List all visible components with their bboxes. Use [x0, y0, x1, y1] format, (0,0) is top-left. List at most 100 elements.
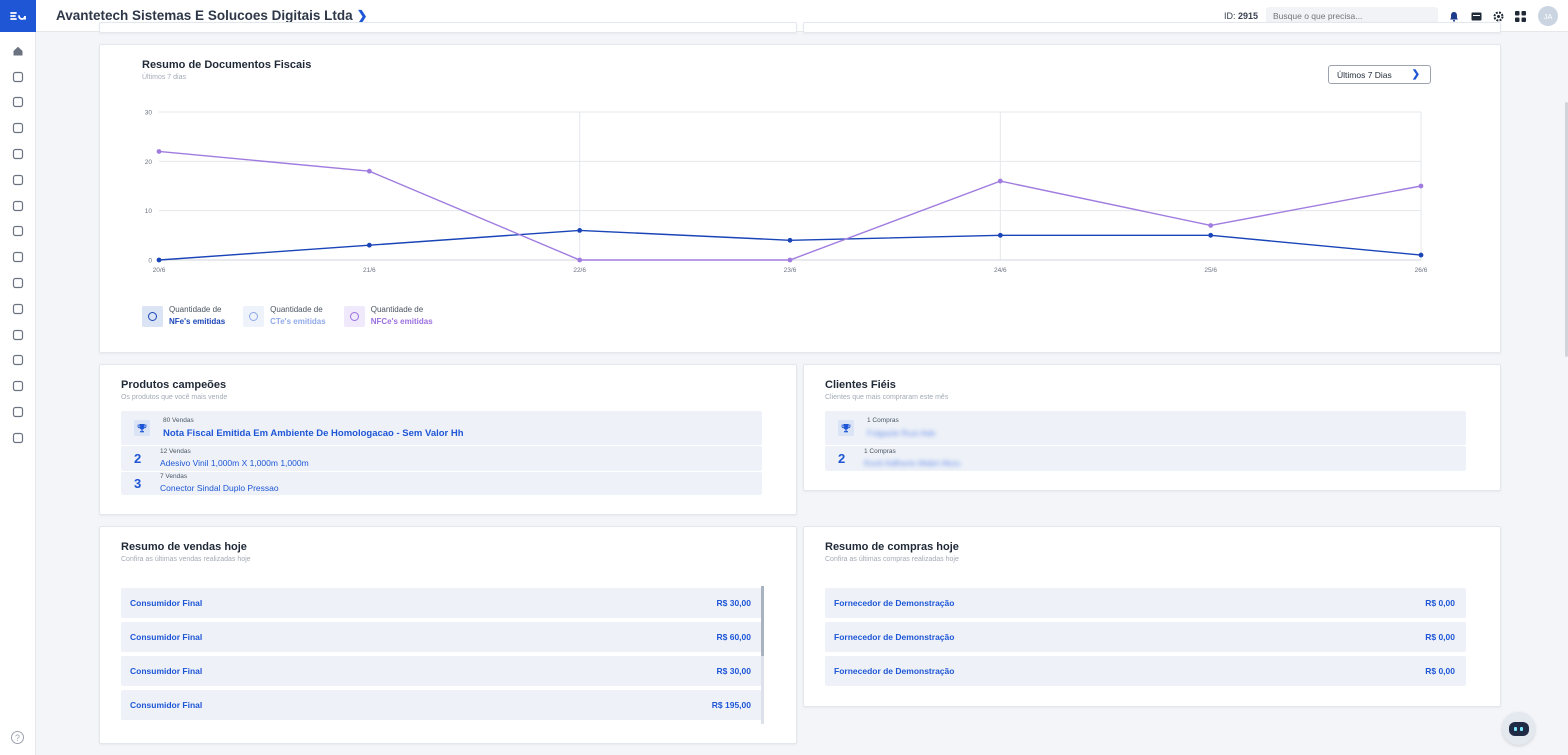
- chart-bars-icon[interactable]: [0, 90, 36, 116]
- data-point: [1418, 183, 1424, 189]
- connections-icon[interactable]: [0, 115, 36, 141]
- warehouse-icon[interactable]: [0, 322, 36, 348]
- search-input[interactable]: [1266, 6, 1438, 26]
- edit-icon[interactable]: [0, 64, 36, 90]
- home-icon[interactable]: [0, 38, 36, 64]
- chatbot-button[interactable]: [1502, 712, 1535, 745]
- percent-icon[interactable]: [0, 270, 36, 296]
- sales-list: Consumidor Final R$ 30,00 Consumidor Fina…: [121, 588, 762, 720]
- company-selector[interactable]: Avantetech Sistemas E Solucoes Digitais …: [56, 8, 368, 24]
- legend-prefix: Quantidade de: [370, 305, 424, 314]
- fiscal-summary-card: Resumo de Documentos Fiscais Últimos 7 d…: [99, 44, 1501, 353]
- product-sales-count: 12 Vendas: [160, 448, 191, 455]
- x-tick-label: 20/6: [153, 267, 166, 274]
- purchase-row[interactable]: Fornecedor de Demonstração R$ 0,00: [825, 656, 1466, 686]
- product-rank-2[interactable]: 2 12 Vendas Adesivo Vinil 1,000m X 1,000…: [121, 446, 762, 471]
- data-point: [997, 178, 1003, 184]
- monitor-chart-icon[interactable]: [0, 425, 36, 451]
- legend-label: NFCe's emitidas: [370, 317, 433, 326]
- scan-icon[interactable]: [0, 219, 36, 245]
- data-point: [1208, 232, 1214, 238]
- legend-label: NFe's emitidas: [169, 317, 226, 326]
- legend-marker: [243, 305, 265, 327]
- circle-icon: [148, 311, 157, 321]
- legend-text: Quantidade de CTe's emitidas: [270, 304, 326, 328]
- card-above-left: [99, 22, 797, 33]
- product-name: Nota Fiscal Emitida Em Ambiente De Homol…: [163, 428, 464, 439]
- sale-row[interactable]: Consumidor Final R$ 30,00: [121, 656, 762, 686]
- legend-prefix: Quantidade de: [270, 305, 323, 314]
- app-logo[interactable]: [0, 0, 36, 32]
- settings-house-icon[interactable]: [0, 399, 36, 425]
- legend-marker: [142, 305, 163, 327]
- documents-icon[interactable]: [0, 167, 36, 193]
- fiscal-line-chart: 0 10 20 30 20/6 21/6 22/6 23/6 24/6 25/6 26/6: [145, 110, 1428, 275]
- client-rank-1[interactable]: 1 Compras Fulgazie Ruxi Ade: [825, 411, 1466, 445]
- purchases-today-title: Resumo de compras hoje: [825, 541, 959, 553]
- trophy-icon: [134, 420, 150, 436]
- y-tick-label: 20: [145, 159, 153, 166]
- sale-value: R$ 30,00: [716, 598, 752, 608]
- period-selector-button[interactable]: Últimos 7 Dias ❯: [1328, 65, 1431, 84]
- rank-number: 2: [134, 451, 142, 466]
- x-tick-label: 23/6: [784, 267, 797, 274]
- product-name: Conector Sindal Duplo Pressao: [160, 483, 279, 493]
- bag-icon[interactable]: [0, 373, 36, 399]
- account-id: ID: 2915: [1224, 11, 1258, 21]
- data-point: [787, 237, 793, 243]
- purchase-row[interactable]: Fornecedor de Demonstração R$ 0,00: [825, 588, 1466, 618]
- calendar-icon[interactable]: [1470, 10, 1482, 22]
- purchases-list: Fornecedor de Demonstração R$ 0,00 Fornec…: [825, 588, 1466, 686]
- product-sales-count: 80 Vendas: [163, 417, 194, 424]
- sale-customer: Consumidor Final: [130, 666, 203, 676]
- sale-value: R$ 195,00: [711, 700, 751, 710]
- bell-icon[interactable]: [1448, 10, 1460, 22]
- account-id-prefix: ID:: [1223, 11, 1236, 21]
- sales-list-scrollbar[interactable]: [761, 586, 764, 724]
- data-point: [787, 257, 793, 263]
- truck-icon[interactable]: [0, 348, 36, 374]
- x-tick-label: 25/6: [1204, 267, 1217, 274]
- box-icon[interactable]: [0, 296, 36, 322]
- sale-row[interactable]: Consumidor Final R$ 60,00: [121, 622, 762, 652]
- data-point: [577, 228, 583, 233]
- product-sales-count: 7 Vendas: [160, 473, 188, 480]
- sale-row[interactable]: Consumidor Final R$ 195,00: [121, 690, 762, 720]
- scrollbar-thumb[interactable]: [761, 586, 764, 656]
- legend-text: Quantidade de NFe's emitidas: [169, 304, 225, 328]
- data-point: [577, 257, 583, 263]
- gear-icon[interactable]: [1492, 10, 1504, 22]
- client-rank-2[interactable]: 2 1 Compras Kovti Adlhorio Mabri Akzu: [825, 446, 1466, 471]
- product-rank-1[interactable]: 80 Vendas Nota Fiscal Emitida Em Ambient…: [121, 411, 762, 445]
- legend-item[interactable]: Quantidade de NFCe's emitidas: [343, 304, 433, 328]
- legend-text: Quantidade de NFCe's emitidas: [371, 304, 433, 328]
- avatar[interactable]: JA: [1538, 6, 1558, 26]
- series-line: [158, 229, 1422, 261]
- sale-customer: Consumidor Final: [130, 632, 203, 642]
- legend-item[interactable]: Quantidade de NFe's emitidas: [142, 304, 225, 328]
- company-name: Avantetech Sistemas E Solucoes Digitais …: [56, 8, 353, 23]
- apps-grid-icon[interactable]: [1514, 10, 1526, 22]
- purchase-supplier: Fornecedor de Demonstração: [834, 632, 955, 642]
- loyal-clients-subtitle: Clientes que mais compraram este mês: [825, 394, 949, 401]
- rank-number: 2: [838, 451, 846, 466]
- sale-row[interactable]: Consumidor Final R$ 30,00: [121, 588, 762, 618]
- data-point: [1208, 223, 1214, 228]
- help-icon[interactable]: ?: [11, 731, 24, 744]
- sale-customer: Consumidor Final: [130, 700, 203, 710]
- purchase-row[interactable]: Fornecedor de Demonstração R$ 0,00: [825, 622, 1466, 652]
- receipt-icon[interactable]: [0, 244, 36, 270]
- x-tick-label: 21/6: [363, 267, 376, 274]
- data-point: [366, 168, 372, 174]
- legend-item[interactable]: Quantidade de CTe's emitidas: [243, 304, 326, 328]
- sales-today-subtitle: Confira as últimas vendas realizadas hoj…: [121, 556, 251, 563]
- loyal-clients-title: Clientes Fiéis: [825, 379, 896, 391]
- login-icon[interactable]: [0, 141, 36, 167]
- card-above-right: [803, 22, 1501, 33]
- sales-today-card: Resumo de vendas hoje Confira as últimas…: [99, 526, 797, 744]
- page-scrollbar[interactable]: [1565, 102, 1568, 357]
- product-rank-3[interactable]: 3 7 Vendas Conector Sindal Duplo Pressao: [121, 472, 762, 495]
- y-tick-label: 10: [145, 208, 153, 215]
- cart-icon[interactable]: [0, 193, 36, 219]
- chevron-right-icon: ❯: [1411, 69, 1420, 80]
